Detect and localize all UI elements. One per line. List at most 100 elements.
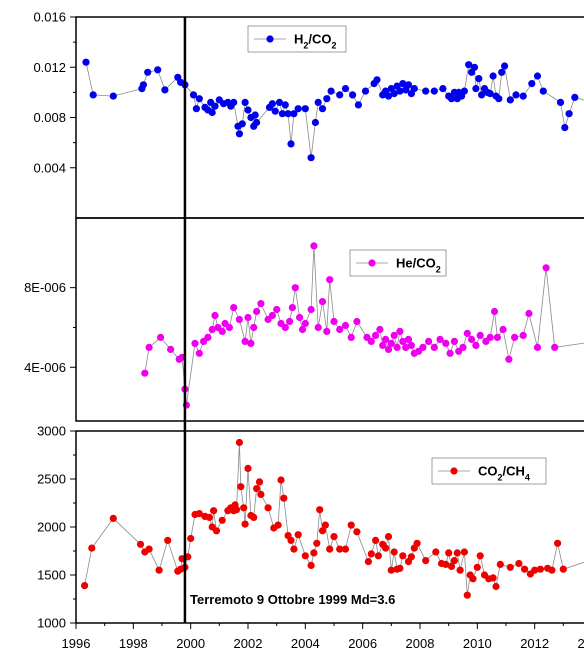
data-point bbox=[447, 95, 456, 103]
data-point bbox=[422, 87, 430, 95]
data-point bbox=[373, 76, 381, 84]
data-point bbox=[251, 111, 259, 119]
data-point bbox=[387, 566, 395, 574]
data-point bbox=[432, 548, 440, 556]
y-tick-label: 0.016 bbox=[33, 10, 66, 25]
legend-marker bbox=[368, 259, 376, 267]
data-point bbox=[218, 327, 226, 335]
data-point bbox=[321, 521, 329, 529]
data-point bbox=[353, 528, 361, 536]
data-point bbox=[311, 118, 319, 127]
data-point bbox=[268, 100, 276, 108]
data-point bbox=[475, 75, 483, 83]
data-point bbox=[407, 553, 415, 561]
data-point bbox=[296, 313, 304, 322]
data-point bbox=[361, 87, 370, 95]
x-tick-label: 2004 bbox=[291, 636, 320, 651]
data-point bbox=[264, 504, 272, 512]
data-point bbox=[468, 335, 476, 343]
data-point bbox=[341, 321, 350, 330]
x-axis: 1996 1998 2000 2002 2004 2006 2008 2010 2012 2014 bbox=[62, 623, 584, 651]
data-point bbox=[155, 566, 163, 574]
data-point bbox=[290, 545, 298, 553]
data-point bbox=[247, 339, 255, 347]
data-point bbox=[232, 506, 241, 514]
data-point bbox=[387, 339, 395, 347]
data-point bbox=[301, 105, 309, 113]
legend-label-part: 2 bbox=[303, 41, 308, 51]
legend-label-part: 4 bbox=[525, 473, 530, 483]
data-point bbox=[341, 85, 350, 93]
data-point bbox=[510, 333, 519, 341]
data-point bbox=[533, 343, 542, 351]
data-point bbox=[189, 91, 198, 99]
data-point bbox=[376, 325, 384, 334]
legend-label-part: H bbox=[294, 32, 303, 47]
data-point bbox=[253, 307, 261, 316]
data-point bbox=[554, 539, 562, 547]
data-point bbox=[396, 327, 404, 335]
data-point bbox=[237, 483, 245, 491]
data-point bbox=[493, 333, 501, 341]
data-point bbox=[446, 349, 454, 357]
data-point bbox=[465, 61, 473, 69]
data-point bbox=[82, 58, 90, 66]
data-point bbox=[313, 539, 321, 547]
data-point bbox=[164, 536, 172, 545]
data-point bbox=[268, 311, 276, 320]
data-point bbox=[145, 343, 153, 351]
data-point bbox=[109, 92, 117, 100]
data-point bbox=[205, 513, 213, 522]
data-point bbox=[273, 305, 281, 314]
data-point bbox=[399, 552, 407, 560]
data-point bbox=[244, 106, 252, 114]
data-point bbox=[384, 92, 393, 100]
data-point bbox=[556, 98, 565, 106]
data-point bbox=[525, 309, 533, 318]
series-h2 bbox=[82, 58, 584, 162]
data-point bbox=[318, 527, 327, 535]
y-tick-label: 0.008 bbox=[33, 110, 66, 125]
data-point bbox=[250, 323, 258, 332]
data-point bbox=[382, 335, 390, 343]
data-point bbox=[470, 63, 479, 71]
data-point bbox=[430, 87, 438, 95]
x-tick-label: 2010 bbox=[463, 636, 492, 651]
data-point bbox=[521, 565, 529, 573]
y-axis-h2: 0.016 0.012 0.008 0.004 bbox=[33, 10, 76, 175]
data-point bbox=[287, 140, 295, 148]
data-point bbox=[505, 355, 513, 363]
data-point bbox=[486, 90, 494, 98]
data-point bbox=[372, 536, 380, 545]
data-point bbox=[410, 85, 418, 93]
data-point bbox=[298, 325, 307, 334]
data-point bbox=[404, 335, 413, 343]
data-point bbox=[413, 539, 421, 547]
data-point bbox=[255, 478, 264, 486]
data-point bbox=[88, 544, 96, 552]
data-point bbox=[244, 464, 252, 472]
y-axis-he: 8E-006 4E-006 bbox=[24, 280, 76, 375]
data-point bbox=[519, 331, 527, 339]
data-point bbox=[323, 327, 331, 335]
data-point bbox=[230, 98, 238, 106]
y-tick-label: 3000 bbox=[37, 424, 66, 439]
data-point bbox=[495, 95, 503, 103]
data-point bbox=[211, 102, 219, 110]
legend-label-part: CO bbox=[478, 464, 498, 479]
data-point bbox=[238, 120, 246, 128]
data-point bbox=[399, 80, 407, 88]
y-tick-label: 2000 bbox=[37, 520, 66, 535]
data-point bbox=[241, 98, 249, 106]
data-point bbox=[330, 533, 338, 541]
data-point bbox=[430, 343, 438, 351]
data-point bbox=[210, 507, 218, 515]
legend-label-part: /CH bbox=[503, 464, 525, 479]
data-point bbox=[109, 514, 117, 523]
data-point bbox=[499, 325, 507, 334]
data-point bbox=[396, 87, 404, 95]
data-point bbox=[208, 108, 216, 117]
data-point bbox=[341, 545, 350, 553]
